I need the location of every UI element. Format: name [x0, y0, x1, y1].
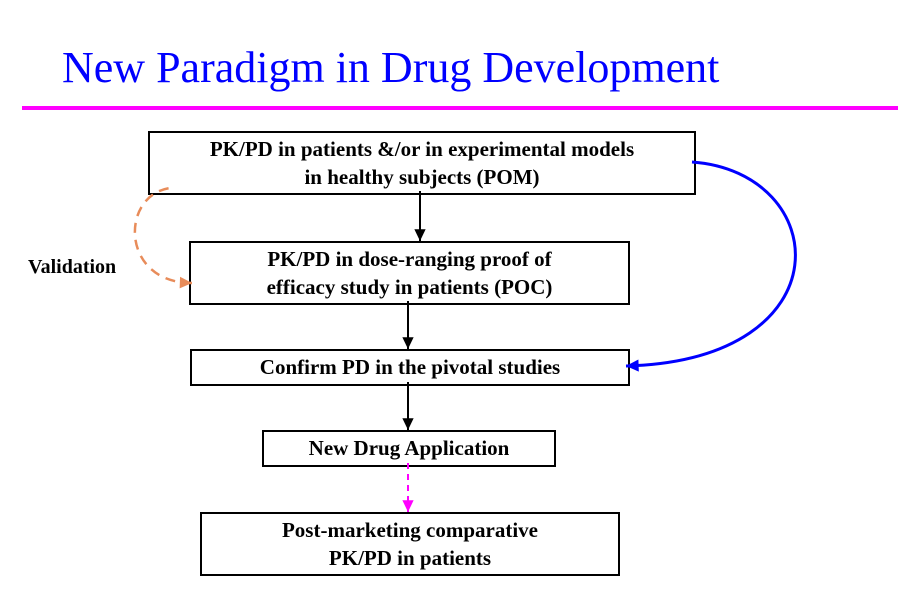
- node-nda: New Drug Application: [262, 430, 556, 467]
- edge-e4: [402, 463, 413, 512]
- edge-e2: [402, 301, 413, 349]
- slide-title: New Paradigm in Drug Development: [62, 42, 719, 93]
- edge-e3: [402, 382, 413, 430]
- edge-e1: [414, 191, 425, 241]
- node-pom-text: PK/PD in patients &/or in experimental m…: [210, 135, 634, 192]
- node-nda-text: New Drug Application: [309, 434, 510, 462]
- node-pom: PK/PD in patients &/or in experimental m…: [148, 131, 696, 195]
- node-poc: PK/PD in dose-ranging proof ofefficacy s…: [189, 241, 630, 305]
- node-postmkt: Post-marketing comparativePK/PD in patie…: [200, 512, 620, 576]
- node-postmkt-text: Post-marketing comparativePK/PD in patie…: [282, 516, 538, 573]
- node-poc-text: PK/PD in dose-ranging proof ofefficacy s…: [267, 245, 553, 302]
- validation-label: Validation: [28, 256, 116, 279]
- edge-validation: [135, 188, 192, 288]
- title-divider: [22, 106, 898, 110]
- node-pivotal: Confirm PD in the pivotal studies: [190, 349, 630, 386]
- slide: New Paradigm in Drug Development PK/PD i…: [0, 0, 920, 613]
- node-pivotal-text: Confirm PD in the pivotal studies: [260, 353, 560, 381]
